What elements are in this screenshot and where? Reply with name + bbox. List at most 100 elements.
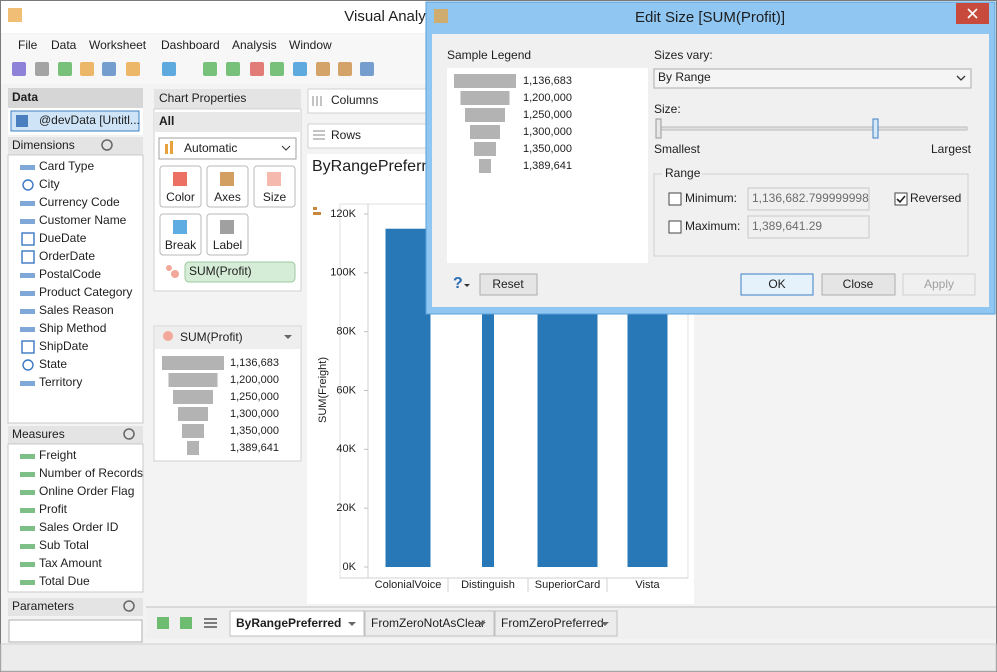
slider-thumb-min[interactable] — [655, 118, 662, 139]
dimension-item[interactable]: Territory — [39, 375, 82, 389]
search-icon[interactable] — [123, 600, 135, 612]
search-icon[interactable] — [101, 139, 113, 151]
size-icon — [163, 331, 173, 341]
reversed-label[interactable]: Reversed — [910, 191, 961, 205]
toolbar-button[interactable] — [58, 62, 72, 76]
sheet-tab-label[interactable]: ByRangePreferred — [236, 616, 341, 630]
help-arrow[interactable] — [464, 284, 470, 287]
toolbar-button[interactable] — [250, 62, 264, 76]
dimension-item[interactable]: State — [39, 357, 67, 371]
range-label: Range — [665, 166, 701, 180]
sheet-list-icon[interactable] — [204, 618, 217, 628]
slider-thumb-max[interactable] — [872, 118, 879, 139]
ok-label[interactable]: OK — [768, 277, 785, 291]
close-dialog-button[interactable] — [821, 273, 896, 296]
property-button[interactable] — [206, 213, 249, 256]
measure-item[interactable]: Number of Records — [39, 466, 143, 480]
measure-item[interactable]: Total Due — [39, 574, 90, 588]
property-label[interactable]: Break — [165, 238, 197, 252]
dimension-item[interactable]: Customer Name — [39, 213, 127, 227]
close-glyph — [967, 8, 978, 19]
property-button[interactable] — [206, 165, 249, 208]
mark-type[interactable]: Automatic — [184, 141, 237, 155]
dimension-item[interactable]: ShipDate — [39, 339, 89, 353]
size-field[interactable]: SUM(Profit) — [189, 264, 252, 278]
sheet-tab-label[interactable]: FromZeroNotAsClear — [371, 616, 485, 630]
property-button[interactable] — [253, 165, 296, 208]
maximum-checkbox[interactable] — [668, 220, 682, 234]
toolbar-button[interactable] — [226, 62, 240, 76]
sheet-tab[interactable] — [364, 610, 495, 637]
menu-item[interactable]: Worksheet — [89, 38, 147, 52]
property-label[interactable]: Color — [166, 190, 195, 204]
property-button[interactable] — [159, 165, 202, 208]
menu-item[interactable]: Dashboard — [161, 38, 220, 52]
toolbar-button[interactable] — [360, 62, 374, 76]
measure-item[interactable]: Sub Total — [39, 538, 89, 552]
toolbar-button[interactable] — [316, 62, 330, 76]
minimum-checkbox[interactable] — [668, 192, 682, 206]
toolbar-button[interactable] — [203, 62, 217, 76]
property-button[interactable] — [159, 213, 202, 256]
menu-item[interactable]: File — [18, 38, 38, 52]
reset-button[interactable] — [479, 273, 538, 296]
close-label[interactable]: Close — [843, 277, 874, 291]
sizes-vary-dropdown[interactable] — [653, 68, 972, 89]
toolbar-button[interactable] — [162, 62, 176, 76]
ok-button[interactable] — [740, 273, 814, 296]
dimension-item[interactable]: Product Category — [39, 285, 132, 299]
toolbar-button[interactable] — [35, 62, 49, 76]
property-label[interactable]: Size — [263, 190, 287, 204]
sheet-tab-label[interactable]: FromZeroPreferred — [501, 616, 604, 630]
toolbar-button[interactable] — [293, 62, 307, 76]
help-button[interactable]: ? — [453, 275, 463, 292]
dimension-item[interactable]: OrderDate — [39, 249, 95, 263]
mark-type-dropdown[interactable] — [158, 137, 297, 160]
tab-arrow[interactable] — [601, 622, 609, 626]
property-icon — [173, 172, 187, 186]
toolbar-button[interactable] — [80, 62, 94, 76]
property-label[interactable]: Axes — [214, 190, 241, 204]
dimension-item[interactable]: PostalCode — [39, 267, 101, 281]
property-label[interactable]: Label — [213, 238, 242, 252]
toolbar-button[interactable] — [126, 62, 140, 76]
toolbar-button[interactable] — [270, 62, 284, 76]
tab-arrow[interactable] — [348, 622, 356, 626]
data-source-name[interactable]: @devData [Untitl... — [39, 113, 140, 127]
dimension-item[interactable]: Card Type — [39, 159, 94, 173]
y-axis-title: SUM(Freight) — [317, 357, 329, 423]
measure-item[interactable]: Tax Amount — [39, 556, 102, 570]
toolbar-button[interactable] — [338, 62, 352, 76]
size-pill[interactable] — [184, 261, 296, 283]
dimension-item[interactable]: Currency Code — [39, 195, 120, 209]
toolbar-button[interactable] — [102, 62, 116, 76]
new-dashboard-icon[interactable] — [180, 617, 192, 629]
reversed-checkbox[interactable] — [894, 192, 908, 206]
menu-arrow[interactable] — [284, 335, 292, 339]
menu-item[interactable]: Window — [289, 38, 332, 52]
dimension-item[interactable]: City — [39, 177, 60, 191]
dimension-item[interactable]: Ship Method — [39, 321, 106, 335]
legend-label: 1,136,683 — [230, 357, 279, 369]
sheet-tab[interactable] — [494, 610, 618, 637]
tab-arrow[interactable] — [478, 622, 486, 626]
measure-item[interactable]: Freight — [39, 448, 77, 462]
maximum-label[interactable]: Maximum: — [685, 219, 740, 233]
reset-label[interactable]: Reset — [492, 277, 524, 291]
measure-item[interactable]: Sales Order ID — [39, 520, 119, 534]
new-sheet-icon[interactable] — [157, 617, 169, 629]
sheet-tab[interactable] — [229, 610, 365, 637]
measure-item[interactable]: Profit — [39, 502, 68, 516]
minimum-label[interactable]: Minimum: — [685, 191, 737, 205]
legend-swatch — [168, 373, 218, 387]
toolbar-button[interactable] — [12, 62, 26, 76]
search-icon[interactable] — [123, 428, 135, 440]
menu-item[interactable]: Data — [51, 38, 77, 52]
menu-item[interactable]: Analysis — [232, 38, 277, 52]
measure-item[interactable]: Online Order Flag — [39, 484, 134, 498]
dimension-item[interactable]: Sales Reason — [39, 303, 114, 317]
dimension-item[interactable]: DueDate — [39, 231, 87, 245]
data-source[interactable] — [10, 110, 140, 132]
sizes-vary-value[interactable]: By Range — [658, 70, 711, 84]
property-icon — [220, 220, 234, 234]
